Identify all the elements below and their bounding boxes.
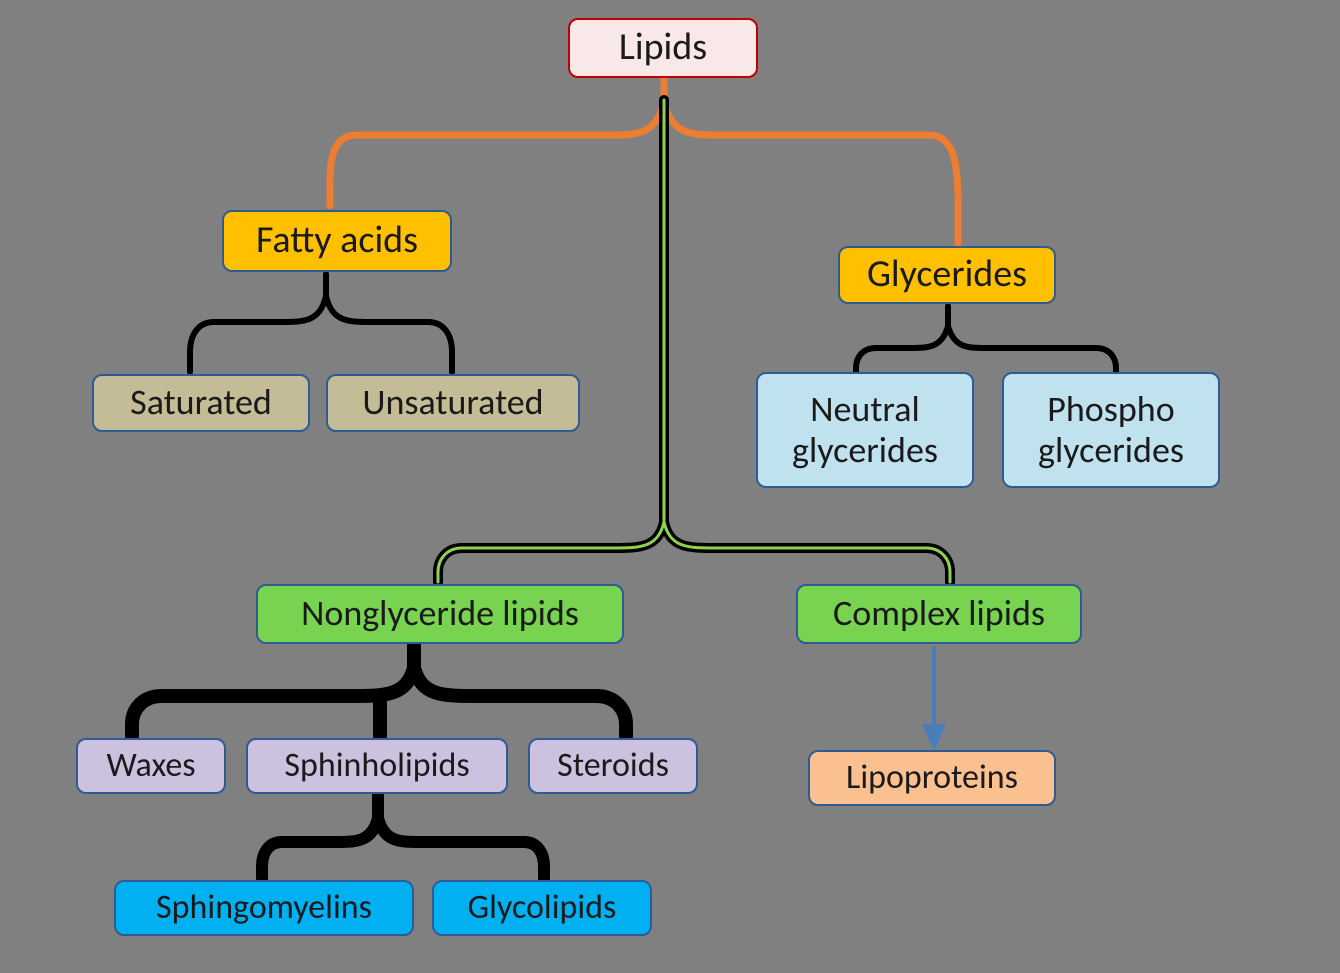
brace-connector-inner [438, 100, 950, 582]
node-sphingomyelins: Sphingomyelins [114, 880, 414, 936]
node-sphinholipids: Sphinholipids [246, 738, 508, 794]
node-lipoproteins: Lipoproteins [808, 750, 1056, 806]
brace-connector [262, 796, 544, 878]
brace-connector [438, 100, 950, 582]
node-lipids: Lipids [568, 18, 758, 78]
node-glycerides: Glycerides [838, 246, 1056, 304]
node-phospho-glycerides: Phospho glycerides [1002, 372, 1220, 488]
node-complex: Complex lipids [796, 584, 1082, 644]
brace-connector [856, 306, 1116, 372]
node-steroids: Steroids [528, 738, 698, 794]
node-unsaturated: Unsaturated [326, 374, 580, 432]
node-waxes: Waxes [76, 738, 226, 794]
node-saturated: Saturated [92, 374, 310, 432]
brace-connector [190, 274, 452, 372]
node-fatty-acids: Fatty acids [222, 210, 452, 272]
node-nonglyceride: Nonglyceride lipids [256, 584, 624, 644]
node-neutral-glycerides: Neutral glycerides [756, 372, 974, 488]
brace-connector [132, 646, 626, 736]
node-glycolipids: Glycolipids [432, 880, 652, 936]
